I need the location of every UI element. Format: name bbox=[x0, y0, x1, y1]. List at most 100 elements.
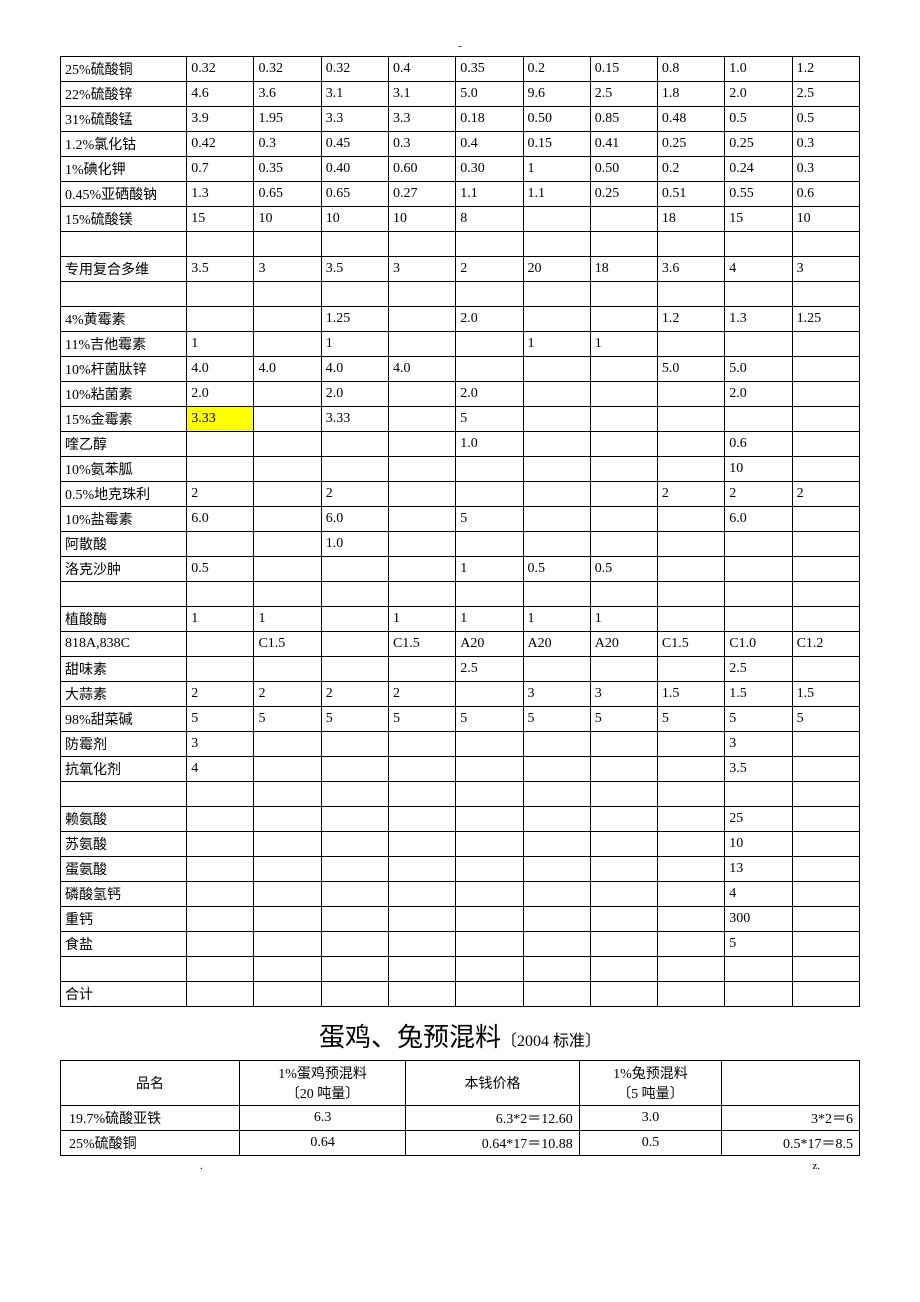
table-row: 蛋氨酸13 bbox=[61, 857, 860, 882]
cell-value: 4.0 bbox=[388, 357, 455, 382]
cell-value bbox=[254, 782, 321, 807]
cell-value bbox=[456, 357, 523, 382]
cell-value: 0.85 bbox=[590, 107, 657, 132]
cell-value: 0.6 bbox=[725, 432, 792, 457]
row-label: 25%硫酸铜 bbox=[61, 57, 187, 82]
table-row: 0.45%亚硒酸钠1.30.650.650.271.11.10.250.510.… bbox=[61, 182, 860, 207]
cell-value: 25 bbox=[725, 807, 792, 832]
table-row bbox=[61, 782, 860, 807]
cell-value: 0.3 bbox=[792, 157, 859, 182]
cell-value: 1.5 bbox=[657, 682, 724, 707]
cell-value bbox=[792, 432, 859, 457]
cell-value bbox=[254, 507, 321, 532]
cell-value: 5 bbox=[657, 707, 724, 732]
title-sub: 〔2004 标准〕 bbox=[501, 1033, 601, 1050]
cell-value bbox=[321, 882, 388, 907]
title-main: 蛋鸡、兔预混料 bbox=[319, 1023, 501, 1052]
cell-value: 5 bbox=[456, 707, 523, 732]
header-cell: 1%蛋鸡预混料〔20 吨量〕 bbox=[239, 1061, 405, 1106]
cell-value: 0.32 bbox=[254, 57, 321, 82]
cell-value bbox=[590, 432, 657, 457]
cell-value bbox=[321, 282, 388, 307]
cell-value bbox=[388, 307, 455, 332]
cell-value bbox=[388, 882, 455, 907]
cell-value bbox=[590, 932, 657, 957]
cell-value: 1.2 bbox=[657, 307, 724, 332]
cell-value bbox=[254, 457, 321, 482]
cell-value: 0.64 bbox=[239, 1131, 405, 1156]
cell-value: 0.41 bbox=[590, 132, 657, 157]
cell-value bbox=[388, 282, 455, 307]
cell-value bbox=[321, 557, 388, 582]
cell-value: 18 bbox=[590, 257, 657, 282]
cell-value bbox=[254, 232, 321, 257]
cell-value: 4.0 bbox=[321, 357, 388, 382]
cell-value: 9.6 bbox=[523, 82, 590, 107]
table-row: 重钙300 bbox=[61, 907, 860, 932]
section-title: 蛋鸡、兔预混料〔2004 标准〕 bbox=[60, 1017, 860, 1054]
cell-value: 10 bbox=[321, 207, 388, 232]
cell-value: 6.3 bbox=[239, 1106, 405, 1131]
cell-value: 4.0 bbox=[187, 357, 254, 382]
table-row: 合计 bbox=[61, 982, 860, 1007]
cell-value: 10 bbox=[388, 207, 455, 232]
cell-value bbox=[187, 307, 254, 332]
cell-value: 2 bbox=[254, 682, 321, 707]
cell-value: 10 bbox=[725, 832, 792, 857]
cell-value bbox=[657, 982, 724, 1007]
cell-value: 2 bbox=[456, 257, 523, 282]
cell-value: 0.45 bbox=[321, 132, 388, 157]
cell-value bbox=[590, 657, 657, 682]
cell-value: 5 bbox=[388, 707, 455, 732]
header-cell: 本钱价格 bbox=[406, 1061, 580, 1106]
table-row: 10%氨苯胍10 bbox=[61, 457, 860, 482]
table-row: 25%硫酸铜0.320.320.320.40.350.20.150.81.01.… bbox=[61, 57, 860, 82]
table-row: 苏氨酸 10 bbox=[61, 832, 860, 857]
cell-value bbox=[321, 907, 388, 932]
cell-value bbox=[456, 582, 523, 607]
cell-value bbox=[456, 532, 523, 557]
cell-value bbox=[523, 782, 590, 807]
cell-value bbox=[523, 957, 590, 982]
cell-value: 2 bbox=[321, 482, 388, 507]
cell-value bbox=[254, 732, 321, 757]
row-label: 苏氨酸 bbox=[61, 832, 187, 857]
cell-value: 1.3 bbox=[187, 182, 254, 207]
cell-value bbox=[590, 732, 657, 757]
row-label: 818A,838C bbox=[61, 632, 187, 657]
cell-value bbox=[523, 882, 590, 907]
cell-value: 10 bbox=[254, 207, 321, 232]
cell-value bbox=[388, 857, 455, 882]
table-row: 15%金霉素3.333.335 bbox=[61, 407, 860, 432]
cell-value bbox=[388, 407, 455, 432]
cell-value bbox=[456, 757, 523, 782]
cell-value: 1.3 bbox=[725, 307, 792, 332]
cell-value bbox=[187, 582, 254, 607]
cell-value bbox=[187, 457, 254, 482]
cell-value bbox=[792, 932, 859, 957]
row-label: 15%金霉素 bbox=[61, 407, 187, 432]
cell-value bbox=[456, 832, 523, 857]
cell-value bbox=[657, 957, 724, 982]
cell-value: 0.3 bbox=[792, 132, 859, 157]
cell-value: 3 bbox=[187, 732, 254, 757]
table-row: 31%硫酸锰3.91.953.33.30.180.500.850.480.50.… bbox=[61, 107, 860, 132]
cell-value: 0.35 bbox=[456, 57, 523, 82]
cell-value bbox=[792, 907, 859, 932]
cell-value bbox=[590, 207, 657, 232]
cell-value: 1.0 bbox=[321, 532, 388, 557]
cell-value: 1.1 bbox=[523, 182, 590, 207]
cell-value: 0.4 bbox=[388, 57, 455, 82]
cell-value: 0.3 bbox=[254, 132, 321, 157]
cell-value bbox=[388, 232, 455, 257]
cell-value: 0.8 bbox=[657, 57, 724, 82]
table-row: 专用复合多维3.533.53220183.643 bbox=[61, 257, 860, 282]
cell-value bbox=[254, 832, 321, 857]
cell-value bbox=[792, 457, 859, 482]
row-label: 22%硫酸锌 bbox=[61, 82, 187, 107]
row-label: 4%黄霉素 bbox=[61, 307, 187, 332]
cell-value: 0.65 bbox=[254, 182, 321, 207]
cell-value bbox=[590, 982, 657, 1007]
cell-value bbox=[187, 532, 254, 557]
cell-value bbox=[388, 507, 455, 532]
